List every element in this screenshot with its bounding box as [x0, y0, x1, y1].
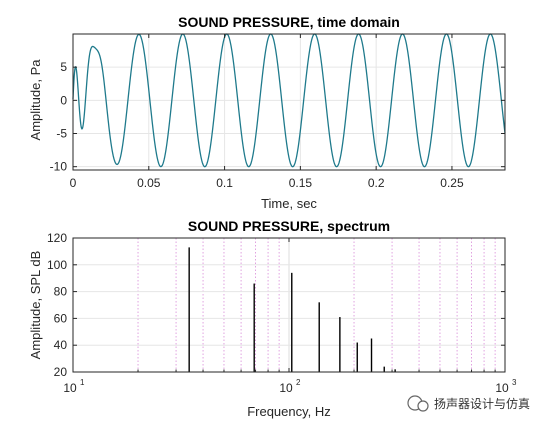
- spectrum-chart-ylabel: Amplitude, SPL dB: [28, 251, 43, 360]
- spectrum-xtick-label: 10: [495, 381, 509, 395]
- time-chart-axes-box: [72, 33, 506, 171]
- spectrum-xtick-label: 10: [279, 381, 293, 395]
- spectrum-chart-grid: [73, 237, 505, 373]
- spectrum-chart-series: [188, 247, 396, 372]
- time-series-line: [72, 33, 506, 168]
- time-chart-xlabel: Time, sec: [261, 196, 317, 211]
- time-xtick-label: 0.05: [137, 176, 161, 190]
- time-chart-series: [72, 33, 506, 168]
- spectrum-ytick-label: 100: [47, 258, 67, 272]
- spectrum-ytick-label: 60: [54, 311, 68, 325]
- spectrum-chart-xlabel: Frequency, Hz: [247, 404, 331, 419]
- spectrum-xtick-exponent: 2: [296, 378, 301, 387]
- spectrum-xtick-exponent: 1: [80, 378, 85, 387]
- time-xtick-label: 0: [70, 176, 77, 190]
- watermark-text: 扬声器设计与仿真: [434, 396, 530, 411]
- time-chart-ticks: 0 0.05 0.1 0.15 0.2 0.25 -10 -5 0 5: [50, 34, 505, 190]
- time-xtick-label: 0.1: [216, 176, 233, 190]
- time-ytick-label: 5: [60, 60, 67, 74]
- time-chart-ylabel: Amplitude, Pa: [28, 59, 43, 141]
- spectrum-ytick-label: 120: [47, 231, 67, 245]
- watermark: 扬声器设计与仿真: [407, 395, 530, 412]
- spectrum-xtick-label: 10: [63, 381, 77, 395]
- time-xtick-label: 0.15: [289, 176, 313, 190]
- spectrum-xtick-exponent: 3: [512, 378, 517, 387]
- spectrum-ytick-label: 40: [54, 338, 68, 352]
- spectrum-chart-title: SOUND PRESSURE, spectrum: [188, 218, 390, 234]
- time-ytick-label: 0: [60, 93, 67, 107]
- time-xtick-label: 0.2: [368, 176, 385, 190]
- time-ytick-label: -10: [50, 160, 68, 174]
- time-domain-chart: SOUND PRESSURE, time domain 0 0.05 0.1 0.15…: [28, 14, 506, 211]
- spectrum-ytick-label: 80: [54, 285, 68, 299]
- spectrum-ytick-label: 20: [54, 365, 68, 379]
- time-chart-title: SOUND PRESSURE, time domain: [178, 14, 400, 30]
- wechat-icon: [407, 395, 429, 412]
- time-xtick-label: 0.25: [440, 176, 464, 190]
- spectrum-chart: SOUND PRESSURE, spectrum 10 1 10 2 10 3204060…: [28, 218, 517, 419]
- time-chart-grid: [73, 34, 505, 170]
- time-ytick-label: -5: [56, 127, 67, 141]
